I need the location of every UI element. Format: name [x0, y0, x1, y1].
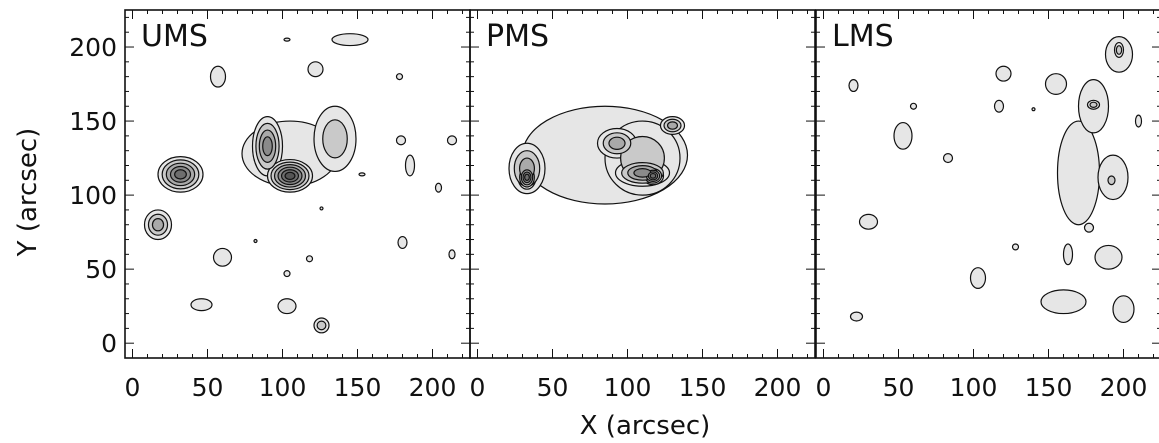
x-tick-label: 50 [537, 373, 569, 402]
panel-ums: 0 50 100 150 200 0 50 100 150 200 UMS [69, 9, 471, 402]
contour-ums-7-level-1 [209, 65, 227, 88]
contour-ums-2-level-4 [262, 136, 273, 157]
x-tick-label: 0 [125, 373, 141, 402]
contour-ums-23-level-1 [305, 255, 314, 263]
contour-lms-3-level-2 [1115, 45, 1123, 55]
y-tick-label: 100 [69, 181, 117, 210]
contour-ums-22-level-1 [283, 270, 291, 278]
contour-lms-5-level-2 [1107, 175, 1116, 186]
y-tick-label: 200 [69, 33, 117, 62]
y-axis-title: Y (arcsec) [13, 128, 43, 258]
contour-pms-3-level-3 [666, 121, 679, 130]
contour-lms-15-level-1 [849, 311, 864, 322]
contour-ums-12-level-2 [316, 320, 327, 331]
contour-group [848, 36, 1143, 324]
contour-lms-13-level-1 [858, 213, 879, 230]
contour-group [143, 33, 458, 334]
x-tick-label: 100 [950, 373, 998, 402]
contour-lms-7-level-1 [1040, 289, 1087, 315]
contour-ums-9-level-1 [212, 247, 233, 267]
contour-ums-21-level-1 [358, 172, 366, 177]
panel-label: LMS [832, 19, 894, 54]
contour-ums-1-level-2 [322, 119, 348, 159]
panel-lms: 0 50 100 150 200 LMS [815, 9, 1159, 402]
contour-lms-10-level-1 [995, 65, 1012, 82]
contour-ums-19-level-1 [283, 37, 291, 42]
contour-lms-9-level-1 [1094, 244, 1123, 270]
panel-label: PMS [486, 19, 549, 54]
contour-lms-16-level-1 [848, 79, 859, 93]
x-tick-label: 0 [816, 373, 832, 402]
x-tick-label: 100 [259, 373, 307, 402]
x-tick-label: 200 [754, 373, 802, 402]
y-tick-label: 50 [85, 255, 117, 284]
x-tick-label: 50 [883, 373, 915, 402]
y-tick-label: 0 [101, 329, 117, 358]
contour-ums-25-level-1 [319, 206, 324, 211]
contour-ums-5-level-3 [151, 218, 165, 232]
y-tick-label: 150 [69, 107, 117, 136]
contour-ums-4-level-5 [174, 169, 187, 180]
contour-ums-10-level-1 [190, 298, 213, 312]
contour-ums-6-level-1 [331, 33, 369, 47]
x-tick-label: 150 [1025, 373, 1073, 402]
contour-ums-17-level-1 [397, 235, 408, 250]
contour-ums-8-level-1 [307, 61, 324, 78]
contour-lms-14-level-1 [969, 267, 987, 290]
panel-pms: 0 50 100 150 200 PMS [469, 9, 816, 402]
x-tick-label: 0 [470, 373, 486, 402]
contour-ums-13-level-1 [404, 154, 416, 177]
contour-lms-4-level-2 [1089, 101, 1098, 108]
x-axis-title: X (arcsec) [580, 411, 711, 441]
contour-ums-16-level-1 [434, 182, 443, 193]
contour-ums-18-level-1 [448, 249, 456, 260]
contour-ums-20-level-1 [395, 73, 404, 81]
contour-lms-20-level-1 [942, 153, 954, 164]
panel-label: UMS [141, 19, 208, 54]
contour-lms-24-level-1 [1031, 107, 1036, 112]
contour-ums-3-level-6 [284, 171, 296, 181]
x-tick-label: 50 [192, 373, 224, 402]
contour-ums-14-level-1 [395, 135, 407, 146]
contour-pms-7-level-5 [524, 173, 530, 182]
contour-lms-8-level-1 [1112, 295, 1135, 324]
contour-pms-5-level-5 [649, 172, 657, 179]
contour-lms-21-level-1 [1134, 114, 1143, 128]
contour-ums-24-level-1 [253, 238, 258, 244]
contour-lms-0-level-1 [1056, 120, 1101, 226]
contour-lms-22-level-1 [909, 102, 918, 110]
x-tick-label: 100 [604, 373, 652, 402]
contour-lms-23-level-1 [1011, 243, 1020, 251]
contour-lms-17-level-1 [993, 99, 1005, 113]
contour-ums-11-level-1 [277, 298, 297, 315]
contour-ums-15-level-1 [446, 135, 458, 146]
contour-lms-12-level-1 [893, 121, 913, 150]
contour-lms-11-level-1 [1044, 73, 1068, 96]
x-tick-label: 150 [679, 373, 727, 402]
x-tick-label: 200 [1100, 373, 1148, 402]
contour-lms-19-level-1 [1083, 222, 1095, 233]
contour-lms-18-level-1 [1062, 243, 1074, 266]
contour-group [508, 105, 689, 205]
x-tick-label: 200 [409, 373, 457, 402]
x-tick-label: 150 [334, 373, 382, 402]
panels-layer: 0 50 100 150 200 0 50 100 150 200 UMS 0 50 100 150 200 P… [69, 9, 1159, 402]
contour-pms-2-level-3 [608, 136, 626, 150]
